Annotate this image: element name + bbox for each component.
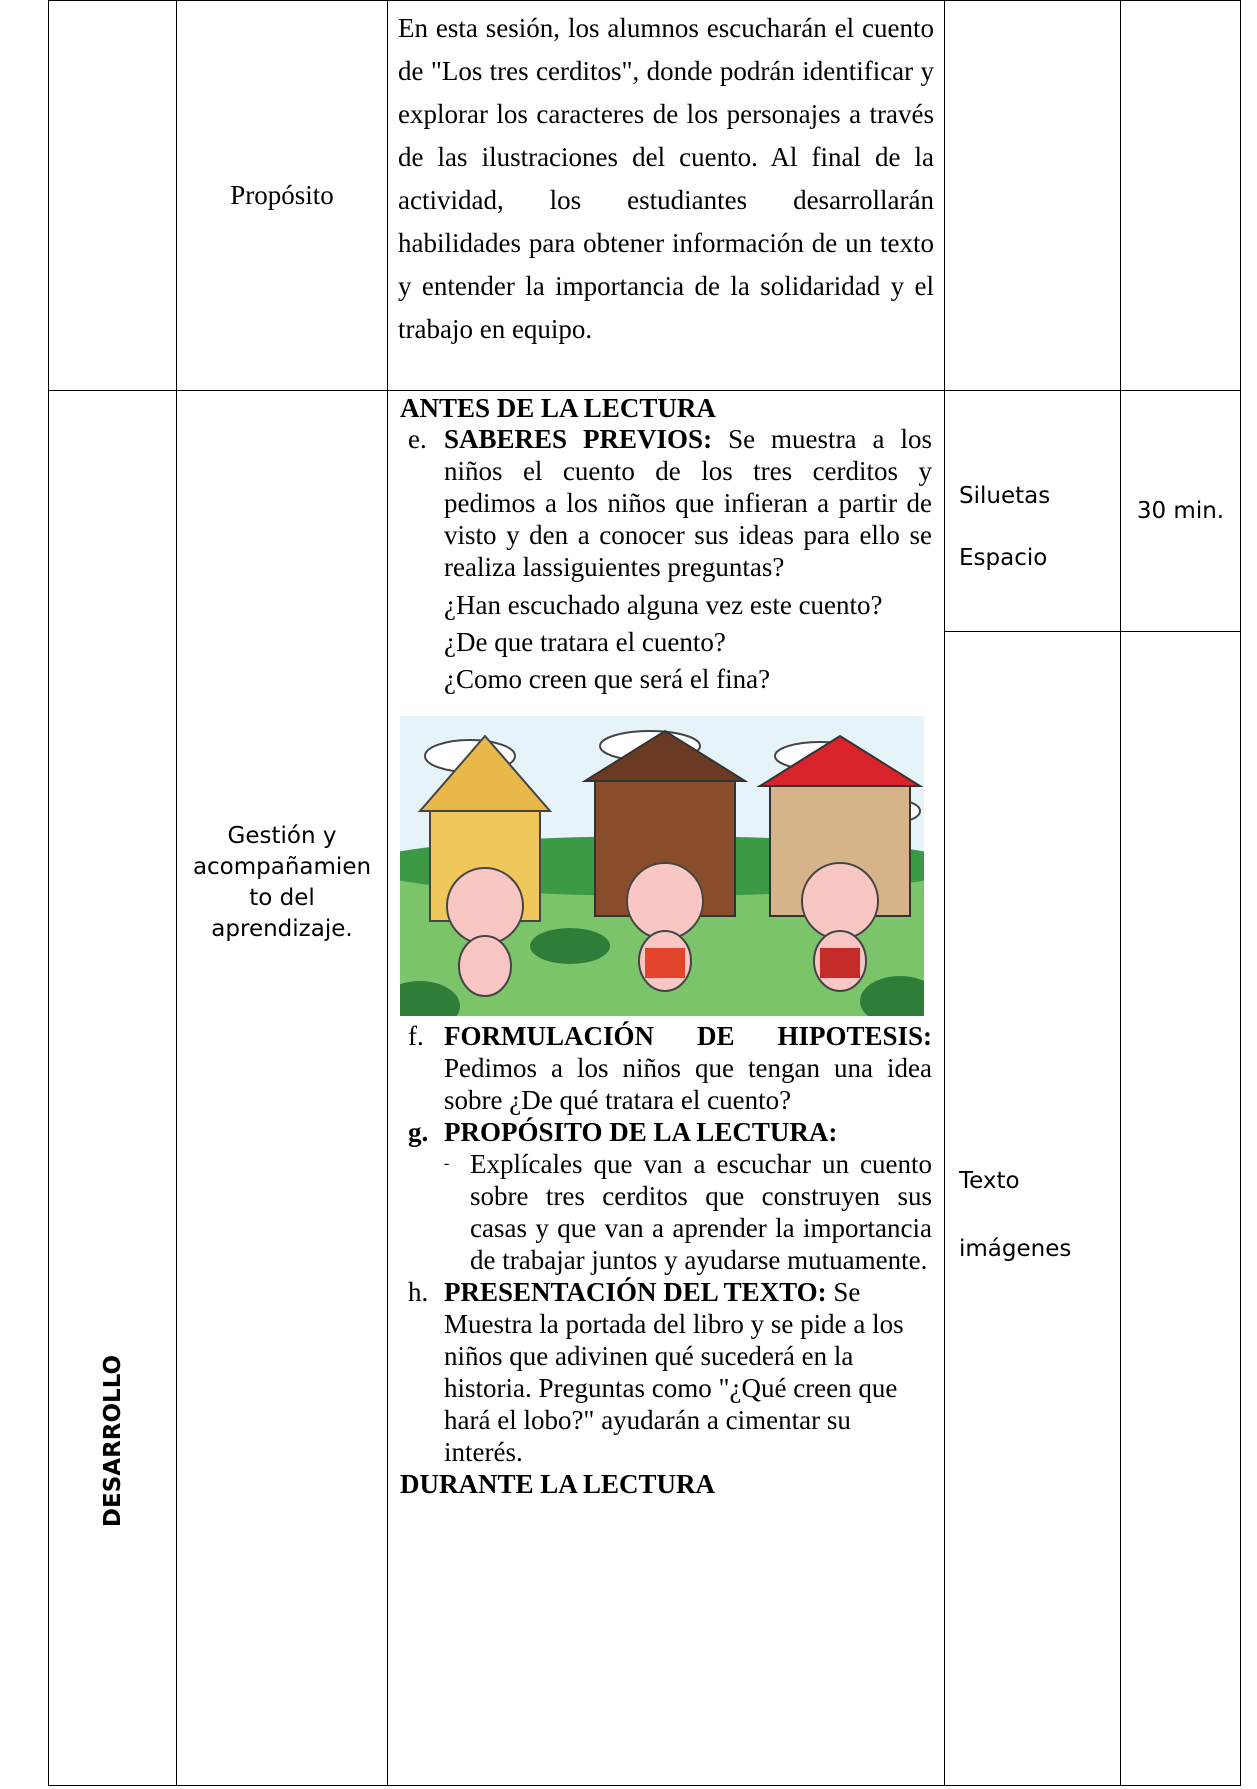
marker: f.	[408, 1021, 424, 1051]
question: ¿Han escuchado alguna vez este cuento?	[444, 590, 883, 620]
item-text: Pedimos a los niños que tengan una idea …	[444, 1053, 932, 1115]
marker: e.	[408, 424, 427, 454]
item: e. SABERES PREVIOS: Se muestra a los niño…	[400, 423, 932, 583]
item-text: Se muestra a los niños el cuento de los …	[444, 424, 932, 582]
item-body: - Explícales que van a escuchar un cuento…	[400, 1148, 932, 1276]
item: h. PRESENTACIÓN DEL TEXTO: Se Muestra la …	[400, 1276, 932, 1468]
illustration	[400, 716, 924, 1016]
process-label: Gestión y acompañamiento del aprendizaje…	[176, 390, 388, 1786]
resource: Siluetas	[959, 483, 1051, 509]
section-label: DESARROLLO	[99, 1354, 126, 1528]
question: ¿De que tratara el cuento?	[444, 627, 726, 657]
activity-cell: ANTES DE LA LECTURA e. SABERES PREVIOS: S…	[387, 390, 945, 1786]
item-title: FORMULACIÓN DE HIPOTESIS:	[444, 1021, 932, 1051]
time: 30 min.	[1120, 390, 1241, 632]
heading: ANTES DE LA LECTURA	[400, 393, 716, 423]
marker: h.	[408, 1277, 429, 1307]
resource: Espacio	[959, 545, 1048, 571]
resource: imágenes	[959, 1236, 1072, 1262]
item-title: PRESENTACIÓN DEL TEXTO:	[444, 1277, 827, 1307]
resources-cell: Siluetas Espacio	[944, 390, 1121, 632]
item-title: SABERES PREVIOS:	[444, 424, 713, 454]
item-title: PROPÓSITO DE LA LECTURA:	[444, 1117, 838, 1147]
empty-cell	[944, 0, 1121, 391]
heading: DURANTE LA LECTURA	[400, 1469, 716, 1499]
empty-cell	[48, 0, 177, 391]
question: ¿Como creen que será el fina?	[444, 664, 771, 694]
item-text: Se Muestra la portada del libro y se pid…	[444, 1277, 904, 1467]
item-text: Explícales que van a escuchar un cuento …	[470, 1149, 932, 1275]
section-cell: DESARROLLO	[48, 390, 177, 1786]
item: f. FORMULACIÓN DE HIPOTESIS: Pedimos a lo…	[400, 1020, 932, 1116]
resource: Texto	[959, 1168, 1020, 1194]
bullet: -	[444, 1155, 450, 1172]
marker: g.	[408, 1117, 429, 1147]
empty-cell	[1120, 631, 1241, 1786]
empty-cell	[1120, 0, 1241, 391]
item: g. PROPÓSITO DE LA LECTURA:	[400, 1116, 932, 1148]
purpose-label: Propósito	[176, 0, 388, 391]
purpose-text: En esta sesión, los alumnos escucharán e…	[387, 0, 945, 391]
resources-cell: Texto imágenes	[944, 631, 1121, 1786]
